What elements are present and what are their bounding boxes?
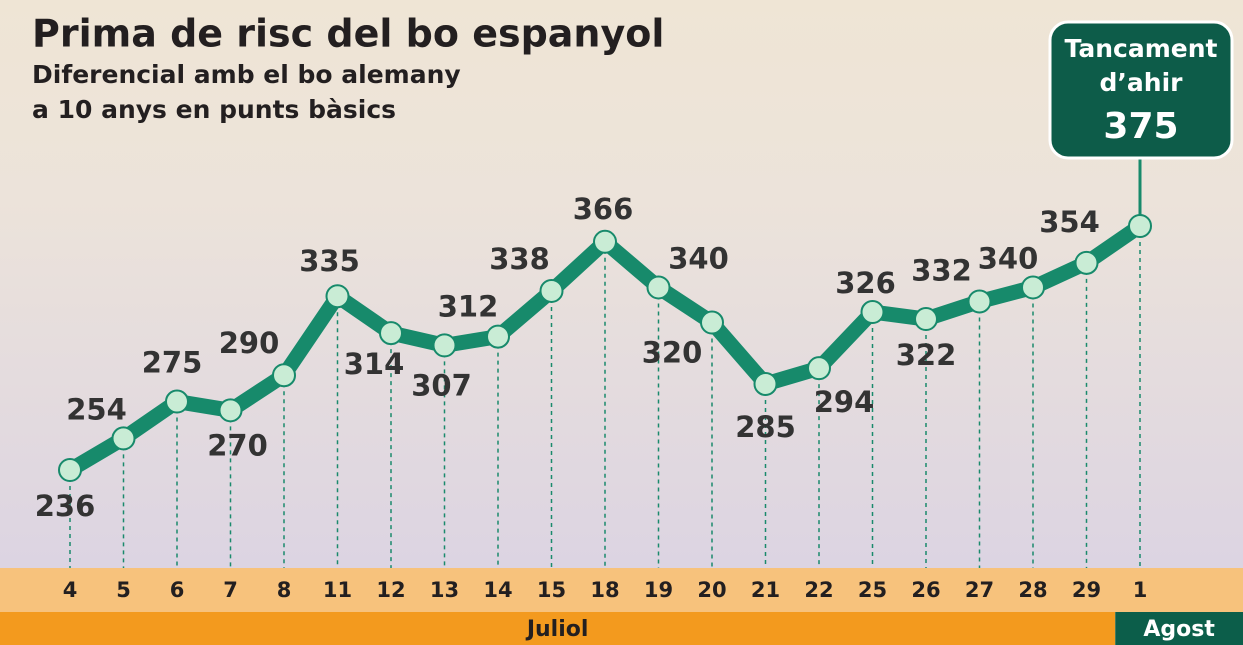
point — [1022, 276, 1044, 298]
data-label: 340 — [668, 241, 729, 275]
x-tick-label: 19 — [644, 578, 673, 602]
data-label: 236 — [35, 489, 96, 523]
point — [59, 459, 81, 481]
point — [220, 399, 242, 421]
point — [648, 276, 670, 298]
data-label: 285 — [735, 410, 796, 444]
data-label: 375 — [1103, 106, 1178, 147]
data-label: 366 — [573, 192, 634, 226]
x-tick-label: 21 — [751, 578, 780, 602]
point — [113, 427, 135, 449]
page: Prima de risc del bo espanyol Diferencia… — [0, 0, 1243, 645]
data-label: 275 — [142, 346, 203, 380]
data-label: 294 — [814, 385, 875, 419]
point — [862, 301, 884, 323]
x-tick-label: 13 — [430, 578, 459, 602]
point — [701, 312, 723, 334]
point — [487, 326, 509, 348]
data-label: 290 — [219, 326, 280, 360]
x-tick-label: 6 — [170, 578, 185, 602]
month-label: Juliol — [525, 617, 589, 642]
annotation: Tancament — [1065, 34, 1218, 63]
data-label: 332 — [911, 253, 972, 287]
x-tick-label: 22 — [804, 578, 833, 602]
x-tick-label: 15 — [537, 578, 566, 602]
x-tick-label: 18 — [590, 578, 619, 602]
x-tick-label: 20 — [697, 578, 726, 602]
subtitle: a 10 anys en punts bàsics — [32, 95, 396, 124]
x-tick-label: 11 — [323, 578, 352, 602]
data-label: 354 — [1039, 205, 1100, 239]
x-tick-label: 5 — [116, 578, 131, 602]
point — [755, 373, 777, 395]
data-label: 307 — [411, 368, 472, 402]
month-label: Agost — [1143, 617, 1215, 642]
x-tick-label: 27 — [965, 578, 994, 602]
x-tick-label: 1 — [1133, 578, 1148, 602]
data-label: 338 — [489, 242, 550, 276]
data-label: 326 — [835, 266, 896, 300]
data-label: 322 — [896, 338, 957, 372]
chart: Prima de risc del bo espanyol Diferencia… — [0, 0, 1243, 645]
data-label: 314 — [344, 347, 405, 381]
point — [808, 357, 830, 379]
point — [969, 290, 991, 312]
point — [1076, 252, 1098, 274]
subtitle: Diferencial amb el bo alemany — [32, 60, 461, 89]
x-tick-label: 28 — [1018, 578, 1047, 602]
x-tick-label: 7 — [223, 578, 238, 602]
data-label: 312 — [438, 290, 499, 324]
point — [434, 334, 456, 356]
point — [273, 364, 295, 386]
point — [594, 231, 616, 253]
data-label: 335 — [299, 244, 360, 278]
data-label: 320 — [642, 336, 703, 370]
data-label: 270 — [207, 428, 268, 462]
annotation: d’ahir — [1100, 68, 1184, 97]
point — [327, 285, 349, 307]
chart-title: Prima de risc del bo espanyol — [32, 12, 664, 56]
point — [915, 308, 937, 330]
data-label: 254 — [66, 392, 127, 426]
x-tick-label: 8 — [277, 578, 292, 602]
point — [380, 322, 402, 344]
x-tick-label: 29 — [1072, 578, 1101, 602]
axis-strip — [0, 568, 1243, 612]
point — [541, 280, 563, 302]
x-tick-label: 25 — [858, 578, 887, 602]
x-tick-label: 12 — [376, 578, 405, 602]
x-tick-label: 14 — [483, 578, 512, 602]
x-tick-label: 26 — [911, 578, 940, 602]
data-label: 340 — [978, 241, 1039, 275]
point — [1129, 215, 1151, 237]
x-tick-label: 4 — [63, 578, 78, 602]
point — [166, 391, 188, 413]
